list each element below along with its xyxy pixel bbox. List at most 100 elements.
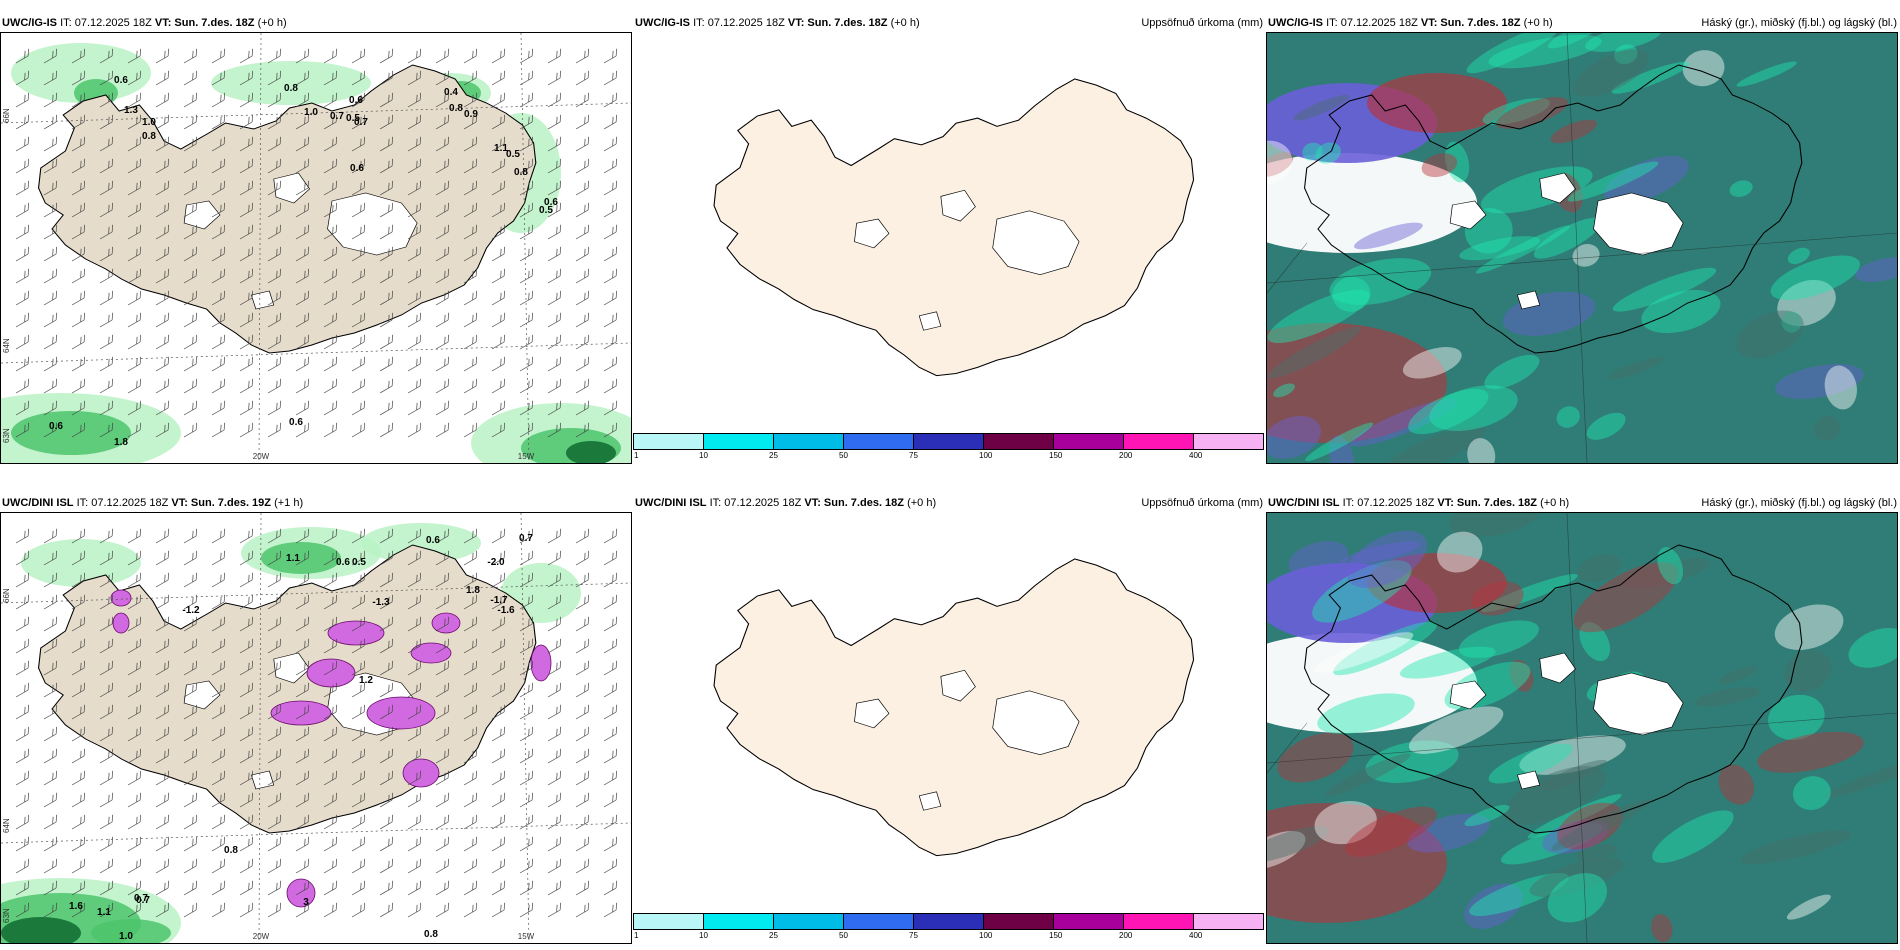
snow-area (110, 589, 132, 607)
colorbar-swatch (703, 913, 774, 930)
wind-barb (99, 594, 113, 610)
colorbar-tick-label: 75 (909, 931, 918, 940)
colorbar-swatch (1123, 433, 1194, 450)
wind-barb (463, 880, 477, 896)
precip-value-label: 1.6 (69, 901, 83, 912)
wind-barb (15, 224, 29, 240)
cloud-cover-map[interactable] (1266, 32, 1898, 464)
cloud-patch (1382, 425, 1486, 463)
wind-barb (407, 70, 421, 86)
precip-value-label: 0.5 (539, 205, 553, 216)
cloud-patch (1774, 604, 1844, 651)
wind-barb (323, 114, 337, 130)
cloud-patch (1775, 364, 1864, 399)
wind-barb (99, 158, 113, 174)
wind-barb (575, 290, 589, 306)
wind-barb (295, 682, 309, 698)
wind-barb (491, 290, 505, 306)
wind-barb (351, 224, 365, 240)
wind-barb (463, 550, 477, 566)
cloud-patch (1341, 541, 1420, 565)
wind-barb (323, 836, 337, 852)
precip-wind-map[interactable]: 20W 15W 66N 64N 63N 0.6 0.8 1.3 1.0 0.8 1.0 0.6 0.5 0… (0, 32, 632, 464)
wind-barb (575, 92, 589, 108)
wind-barb (519, 378, 533, 394)
accumulated-precip-map[interactable] (633, 32, 1263, 428)
wind-barb (379, 334, 393, 350)
valid-time: Sun. 7.des. 19Z (190, 497, 272, 509)
cloud-patch (1641, 289, 1721, 334)
longitude-line (258, 513, 262, 943)
wind-barb (267, 70, 281, 86)
precip-wind-map[interactable]: 20W 15W 66N 64N 63N 0.6 0.7 1.1 0.6 0.5 -2.0 1.8 -1.… (0, 512, 632, 944)
precip-value-label: 0.6 (114, 75, 128, 86)
cloud-patch (1267, 826, 1329, 863)
wind-barb (155, 858, 169, 874)
precip-value-label: 1.3 (124, 105, 138, 116)
model-name: UWC/DINI ISL (2, 497, 74, 509)
wind-barb (603, 246, 617, 262)
wind-barb (603, 858, 617, 874)
wind-barb (547, 422, 561, 438)
valid-time: Sun. 7.des. 18Z (807, 17, 888, 29)
wind-barb (239, 660, 253, 676)
accumulated-precip-map-svg (633, 512, 1263, 908)
wind-barb (155, 378, 169, 394)
wind-barb (155, 836, 169, 852)
wind-barb (491, 268, 505, 284)
cloud-patch (1267, 289, 1370, 344)
model-name: UWC/DINI ISL (635, 497, 707, 509)
wind-barb (295, 594, 309, 610)
wind-barb (463, 224, 477, 240)
wind-barb (239, 880, 253, 896)
precip-value-label: 0.7 (134, 893, 148, 904)
coastline (1303, 64, 1803, 354)
wind-barb (463, 748, 477, 764)
wind-barb (547, 792, 561, 808)
wind-barb (463, 528, 477, 544)
wind-barb (239, 136, 253, 152)
wind-barb (379, 660, 393, 676)
wind-barb (239, 202, 253, 218)
wind-barb (15, 858, 29, 874)
wind-barb (295, 136, 309, 152)
wind-barb (379, 902, 393, 918)
wind-barb (267, 616, 281, 632)
wind-barb (295, 422, 309, 438)
wind-barb (603, 594, 617, 610)
wind-barb (351, 334, 365, 350)
wind-barb (491, 356, 505, 372)
wind-barb (211, 92, 225, 108)
wind-barb (575, 616, 589, 632)
wind-barb (463, 638, 477, 654)
cloud-patch (1718, 764, 1755, 805)
wind-barb (435, 48, 449, 64)
accumulated-precip-map[interactable] (633, 512, 1263, 908)
wind-barb (99, 638, 113, 654)
wind-barb (183, 550, 197, 566)
wind-barb (183, 792, 197, 808)
wind-barb (267, 48, 281, 64)
wind-barb (603, 704, 617, 720)
wind-barb (71, 748, 85, 764)
wind-barb (267, 836, 281, 852)
cloud-patch (1547, 873, 1608, 923)
wind-barb (15, 334, 29, 350)
wind-barb (127, 880, 141, 896)
wind-barb (575, 792, 589, 808)
wind-barb (575, 682, 589, 698)
wind-barb (295, 290, 309, 306)
wind-barb (547, 268, 561, 284)
wind-barb (211, 180, 225, 196)
wind-barb (379, 638, 393, 654)
wind-barb (99, 378, 113, 394)
cloud-patch (1346, 530, 1427, 589)
wind-barb (15, 180, 29, 196)
wind-barb (519, 638, 533, 654)
cloud-cover-map[interactable] (1266, 512, 1898, 944)
wind-barb (99, 312, 113, 328)
latitude-line (1, 582, 631, 604)
wind-barb (239, 902, 253, 918)
wind-barb (379, 92, 393, 108)
wind-barb (575, 422, 589, 438)
